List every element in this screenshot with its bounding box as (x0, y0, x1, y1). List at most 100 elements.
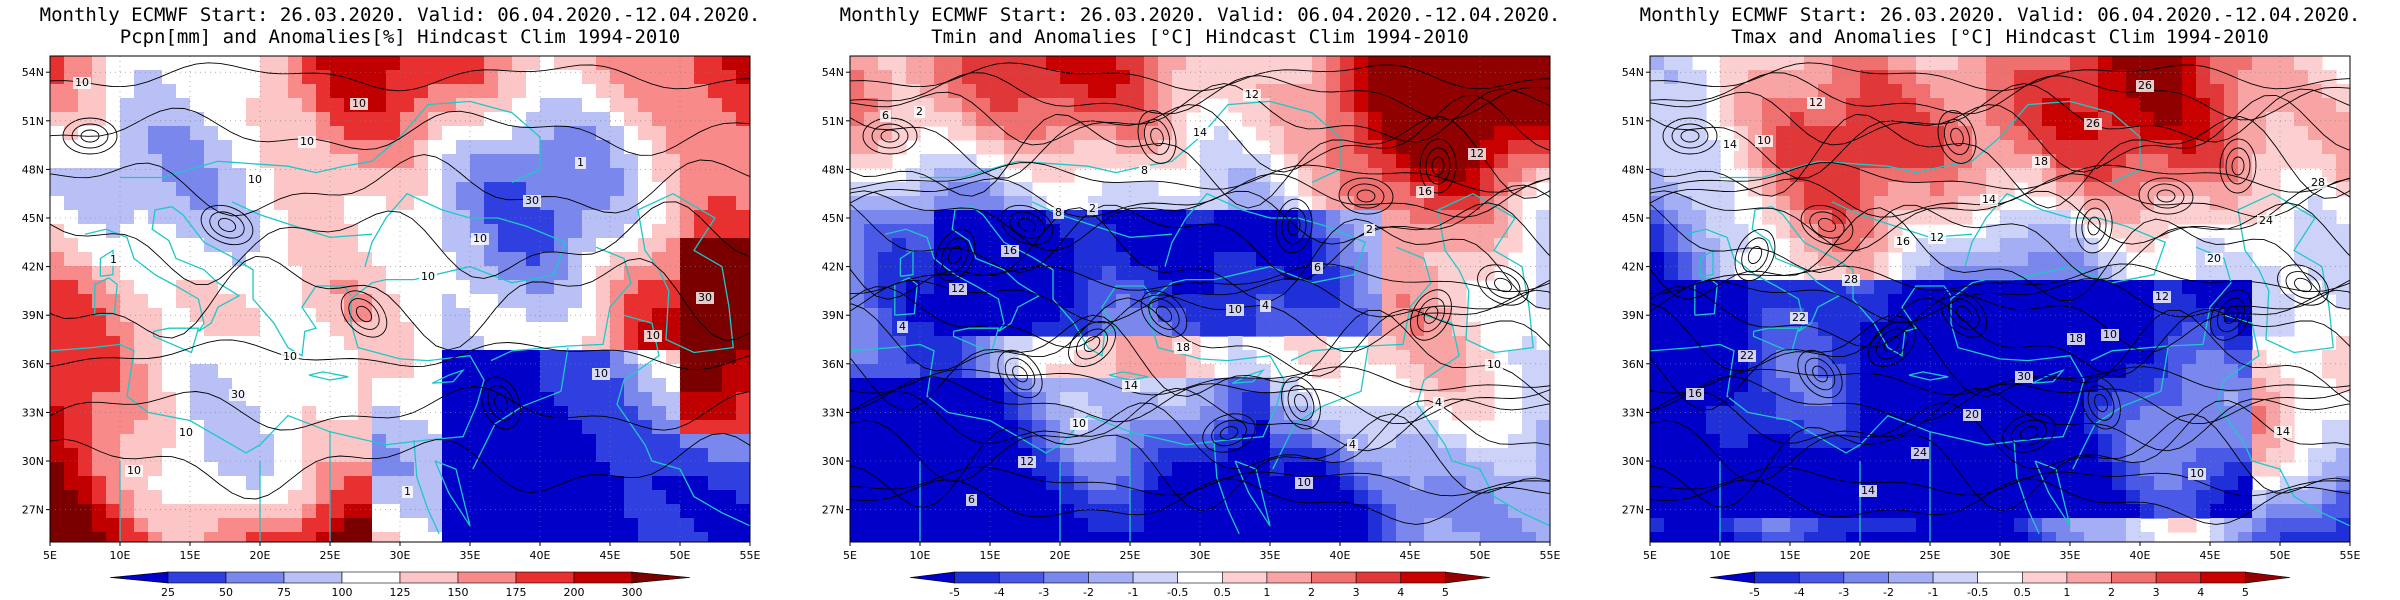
lon-tick-label: 20E (1850, 549, 1871, 562)
contour-label: 26 (2086, 117, 2100, 130)
contour-label: 14 (1193, 126, 1207, 139)
colorbar-label: 100 (332, 586, 353, 599)
lat-tick-label: 51N (1622, 115, 1644, 128)
contour-label: 10 (421, 270, 435, 283)
lat-tick-label: 42N (22, 261, 44, 274)
colorbar-label: 150 (448, 586, 469, 599)
contour-label: 30 (525, 194, 539, 207)
colorbar-label: 0.5 (2014, 586, 2032, 599)
colorbar-label: -3 (1838, 586, 1849, 599)
lon-tick-label: 25E (1120, 549, 1141, 562)
lat-tick-label: 30N (822, 455, 844, 468)
lat-tick-label: 30N (1622, 455, 1644, 468)
colorbar-label: 200 (564, 586, 585, 599)
contour-label: 18 (1176, 341, 1190, 354)
contour-label: 6 (968, 493, 975, 506)
contour-label: 12 (1809, 96, 1823, 109)
lon-tick-label: 45E (2200, 549, 2221, 562)
lon-tick-label: 15E (1780, 549, 1801, 562)
lat-tick-label: 27N (1622, 504, 1644, 517)
contour-label: 1 (404, 485, 411, 498)
lon-tick-label: 30E (1990, 549, 2011, 562)
contour-label: 12 (1930, 231, 1944, 244)
panel-title-line2: Pcpn[mm] and Anomalies[%] Hindcast Clim … (119, 26, 681, 48)
grid-lines (850, 56, 1550, 542)
panel-title-line2: Tmax and Anomalies [°C] Hindcast Clim 19… (1731, 26, 2269, 48)
contour-label: 12 (1470, 147, 1484, 160)
colorbar-label: -1 (1128, 586, 1139, 599)
colorbar-label: 3 (1353, 586, 1360, 599)
contour-label: 14 (1124, 379, 1138, 392)
lat-tick-label: 54N (1622, 66, 1644, 79)
contour-label: 10 (352, 97, 366, 110)
lon-tick-label: 20E (250, 549, 271, 562)
contour-label: 10 (179, 426, 193, 439)
lat-tick-label: 48N (1622, 163, 1644, 176)
colorbar-label: 75 (277, 586, 291, 599)
contour-label: 4 (1349, 438, 1356, 451)
lat-tick-label: 27N (822, 504, 844, 517)
contour-label: 6 (1314, 261, 1321, 274)
lat-tick-label: 54N (822, 66, 844, 79)
contour-label: 14 (1723, 138, 1737, 151)
grid-lines (50, 56, 750, 542)
contour-label: 16 (1003, 244, 1017, 257)
contour-label: 24 (1913, 446, 1927, 459)
lon-tick-label: 10E (910, 549, 931, 562)
lon-tick-label: 5E (843, 549, 857, 562)
lon-tick-label: 35E (1260, 549, 1281, 562)
panel-title-line1: Monthly ECMWF Start: 26.03.2020. Valid: … (39, 4, 761, 26)
contour-label: 16 (1688, 387, 1702, 400)
colorbar-label: -1 (1928, 586, 1939, 599)
lon-tick-label: 45E (1400, 549, 1421, 562)
lon-tick-label: 35E (460, 549, 481, 562)
contour-label: 12 (1245, 88, 1259, 101)
contour-label: 8 (1141, 164, 1148, 177)
contour-label: 18 (2069, 332, 2083, 345)
colorbar-label: 0.5 (1214, 586, 1232, 599)
contour-label: 30 (698, 291, 712, 304)
contour-label: 30 (2017, 370, 2031, 383)
colorbar-label: 4 (1397, 586, 1404, 599)
panel-title-line2: Tmin and Anomalies [°C] Hindcast Clim 19… (931, 26, 1469, 48)
colorbar: -5 -4 -3 -2 -1 -0.5 0.5 1 2 3 4 5 (909, 571, 1491, 599)
panel-tmax: Monthly ECMWF Start: 26.03.2020. Valid: … (1600, 0, 2400, 600)
lat-tick-label: 39N (822, 309, 844, 322)
lat-tick-label: 48N (22, 163, 44, 176)
panel-tmin: Monthly ECMWF Start: 26.03.2020. Valid: … (800, 0, 1600, 600)
lon-tick-label: 30E (390, 549, 411, 562)
lat-tick-label: 51N (22, 115, 44, 128)
colorbar-label: 175 (506, 586, 527, 599)
coastlines (50, 100, 750, 542)
contour-label: 12 (951, 282, 965, 295)
colorbar-label: 2 (1308, 586, 1315, 599)
colorbar-label: 1 (1263, 586, 1270, 599)
lon-tick-label: 5E (1643, 549, 1657, 562)
contour-label: 16 (1418, 185, 1432, 198)
contour-label: 18 (2034, 155, 2048, 168)
contour-label: 16 (1896, 235, 1910, 248)
colorbar: 25 50 75 100 125 150 175 200 300 (109, 571, 691, 599)
contour-label: 24 (2259, 214, 2273, 227)
contour-label: 4 (899, 320, 906, 333)
colorbar-label: -0.5 (1167, 586, 1188, 599)
colorbar-label: -0.5 (1967, 586, 1988, 599)
contour-label: 10 (248, 173, 262, 186)
contour-label: 10 (283, 350, 297, 363)
contour-label: 10 (1297, 476, 1311, 489)
contour-label: 12 (1020, 455, 1034, 468)
contour-label: 1 (110, 253, 117, 266)
contour-label: 10 (1228, 303, 1242, 316)
contour-lines (1650, 62, 2350, 525)
lat-tick-label: 45N (822, 212, 844, 225)
panel-precipitation: Monthly ECMWF Start: 26.03.2020. Valid: … (0, 0, 800, 600)
map-precipitation: 10 10 10 10 10 10 10 10 10 10 30 30 30 1 1 1 10 5E 10E 15E 2… (22, 55, 761, 599)
lat-tick-label: 54N (22, 66, 44, 79)
colorbar-label: -2 (1083, 586, 1094, 599)
colorbar-label: 50 (219, 586, 233, 599)
lat-tick-label: 42N (1622, 261, 1644, 274)
contour-label: 28 (2311, 176, 2325, 189)
contour-label: 10 (300, 135, 314, 148)
contour-label: 10 (127, 464, 141, 477)
lat-tick-label: 51N (822, 115, 844, 128)
